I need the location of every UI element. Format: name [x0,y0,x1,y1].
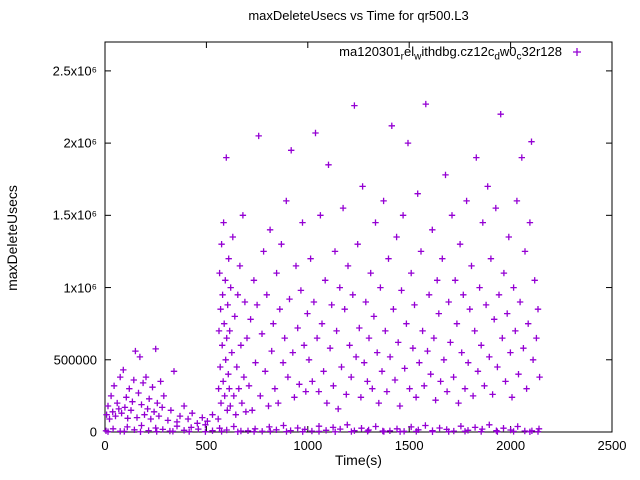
chart-title: maxDeleteUsecs vs Time for qr500.L3 [248,8,469,23]
legend-text: w0 [499,44,517,59]
legend-plus-marker [573,48,581,56]
legend-subscript: w [414,51,422,63]
y-axis-label: maxDeleteUsecs [4,185,20,291]
x-tick-label: 1500 [394,438,424,453]
y-tick-label: 2.5x10⁶ [52,63,97,79]
legend-subscript: d [494,51,500,63]
x-tick-label: 2500 [597,438,627,453]
x-tick-label: 2000 [496,438,526,453]
axis-ticks [104,42,613,433]
legend-text: ithdbg.cz12c [421,44,495,59]
y-tick-label: 2x10⁶ [63,135,97,151]
legend-subscript: r [400,51,404,63]
legend-series-label: ma120301relwithdbg.cz12cdw0c32r128 [339,44,562,63]
y-tick-label: 500000 [53,352,97,368]
y-tick-label: 1.5x10⁶ [52,207,97,223]
legend-text: 32r128 [521,44,562,59]
scatter-points [102,100,543,435]
x-tick-label: 1000 [293,438,323,453]
plot-border [104,41,613,433]
legend-subscript: c [516,51,522,63]
x-axis-label: Time(s) [335,452,382,468]
y-tick-label: 1x10⁶ [63,280,97,296]
legend-text: el [403,44,415,59]
x-tick-label: 0 [101,438,109,453]
x-tick-label: 500 [195,438,218,453]
y-tick-label: 0 [89,424,97,440]
legend-text: ma120301 [339,44,401,59]
